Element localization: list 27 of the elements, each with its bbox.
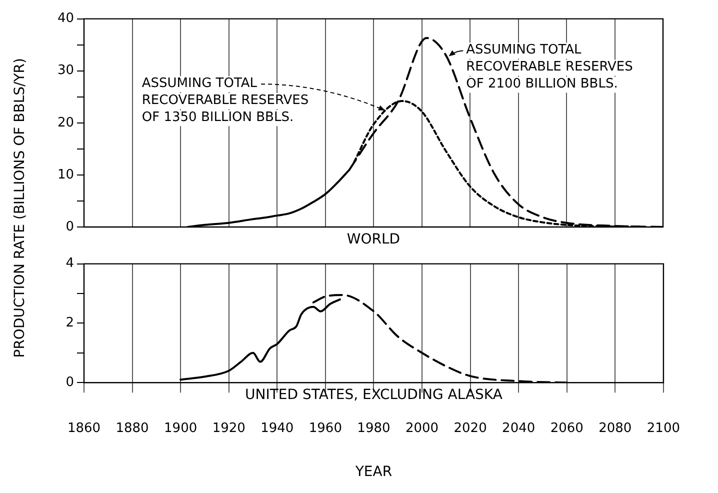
y-tick-label: 40 xyxy=(57,11,74,26)
x-tick-label: 1900 xyxy=(164,420,198,436)
x-tick-label: 1960 xyxy=(308,420,342,436)
x-tick-label: 2100 xyxy=(646,420,680,436)
text: WORLD xyxy=(346,232,400,248)
x-tick-label: 2000 xyxy=(405,420,439,436)
x-tick-label: 1920 xyxy=(212,420,246,436)
y-tick-label: 0 xyxy=(66,219,74,234)
x-tick-label: 1940 xyxy=(260,420,294,436)
y-axis-title: PRODUCTION RATE (BILLIONS OF BBLS/YR) xyxy=(12,58,28,358)
x-tick-label: 1880 xyxy=(116,420,149,436)
y-tick-label: 4 xyxy=(66,256,74,272)
text: ASSUMING TOTAL RECOVERABLE RESERVES OF 1350 BILLION BBLS. xyxy=(142,76,309,125)
x-tick-label: 2040 xyxy=(502,420,536,436)
text: UNITED STATES, EXCLUDING ALASKA xyxy=(245,387,503,404)
y-tick-label: 10 xyxy=(57,167,74,182)
y-tick-label: 20 xyxy=(57,115,74,130)
x-tick-label: 2080 xyxy=(598,420,632,436)
y-tick-label: 30 xyxy=(57,63,74,78)
x-tick-label: 1980 xyxy=(357,420,390,436)
y-tick-label: 0 xyxy=(66,374,74,390)
x-axis-title: YEAR xyxy=(354,464,392,480)
legend-label: ASSUMING TOTAL RECOVERABLE RESERVES OF 2100 BILLION BBLS. xyxy=(466,42,633,92)
x-tick-label: 2060 xyxy=(550,420,584,436)
y-tick-label: 2 xyxy=(66,316,74,331)
x-tick-label: 2020 xyxy=(454,420,487,436)
x-tick-label: 1860 xyxy=(67,420,101,436)
